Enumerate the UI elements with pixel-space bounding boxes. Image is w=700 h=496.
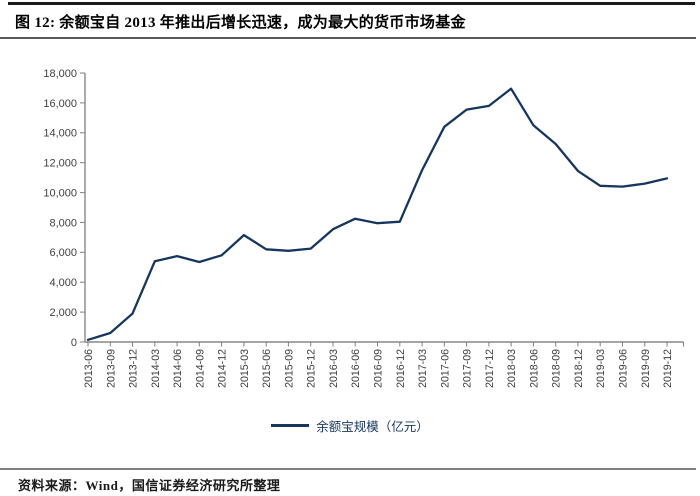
- series-line: [86, 87, 669, 341]
- svg-text:2017-12: 2017-12: [484, 349, 496, 388]
- svg-text:0: 0: [71, 337, 77, 349]
- svg-text:2,000: 2,000: [49, 307, 77, 319]
- svg-text:2015-06: 2015-06: [261, 349, 273, 388]
- svg-text:2018-09: 2018-09: [551, 349, 563, 388]
- svg-text:2013-12: 2013-12: [128, 349, 140, 388]
- svg-text:2014-03: 2014-03: [150, 349, 162, 388]
- svg-text:2014-12: 2014-12: [217, 349, 229, 388]
- chart-legend: 余额宝规模（亿元）: [0, 413, 700, 437]
- title-bottom-rule: [0, 37, 696, 39]
- svg-text:2019-06: 2019-06: [618, 349, 630, 388]
- svg-text:16,000: 16,000: [43, 98, 77, 110]
- svg-text:2016-03: 2016-03: [328, 349, 340, 388]
- svg-text:2015-03: 2015-03: [239, 349, 251, 388]
- svg-text:2018-12: 2018-12: [573, 349, 585, 388]
- svg-text:2016-06: 2016-06: [350, 349, 362, 388]
- legend-label: 余额宝规模（亿元）: [316, 419, 429, 434]
- svg-text:2013-06: 2013-06: [83, 349, 95, 388]
- title-top-rule: [8, 2, 695, 5]
- svg-text:2016-12: 2016-12: [395, 349, 407, 388]
- x-axis: 2013-06 2013-09 2013-12 2014-03 2014-06 2014-…: [83, 341, 684, 388]
- svg-text:4,000: 4,000: [49, 277, 77, 289]
- source-note: 资料来源：Wind，国信证券经济研究所整理: [18, 478, 281, 493]
- svg-text:2017-09: 2017-09: [462, 349, 474, 388]
- svg-text:2017-06: 2017-06: [439, 349, 451, 388]
- svg-text:14,000: 14,000: [43, 128, 77, 140]
- y-axis: 0 2,000 4,000 6,000 8,000 10,000 12,000 14,000 1…: [43, 68, 86, 349]
- svg-text:2016-09: 2016-09: [373, 349, 385, 388]
- svg-text:2015-09: 2015-09: [283, 349, 295, 388]
- svg-text:2014-09: 2014-09: [194, 349, 206, 388]
- footer-rule: [0, 468, 696, 470]
- svg-text:2015-12: 2015-12: [306, 349, 318, 388]
- svg-text:2013-09: 2013-09: [105, 349, 117, 388]
- svg-text:8,000: 8,000: [49, 217, 77, 229]
- svg-text:2018-03: 2018-03: [506, 349, 518, 388]
- svg-text:2017-03: 2017-03: [417, 349, 429, 388]
- svg-text:2018-06: 2018-06: [528, 349, 540, 388]
- svg-text:10,000: 10,000: [43, 188, 77, 200]
- svg-text:18,000: 18,000: [43, 68, 77, 80]
- svg-text:2019-03: 2019-03: [595, 349, 607, 388]
- svg-text:2014-06: 2014-06: [172, 349, 184, 388]
- svg-text:6,000: 6,000: [49, 247, 77, 259]
- svg-text:12,000: 12,000: [43, 158, 77, 170]
- svg-text:2019-09: 2019-09: [640, 349, 652, 388]
- figure-title: 图 12: 余额宝自 2013 年推出后增长迅速，成为最大的货币市场基金: [15, 15, 466, 31]
- svg-text:2019-12: 2019-12: [662, 349, 674, 388]
- line-chart: 0 2,000 4,000 6,000 8,000 10,000 12,000 14,000 1…: [43, 68, 684, 388]
- legend-line-swatch: [271, 423, 310, 427]
